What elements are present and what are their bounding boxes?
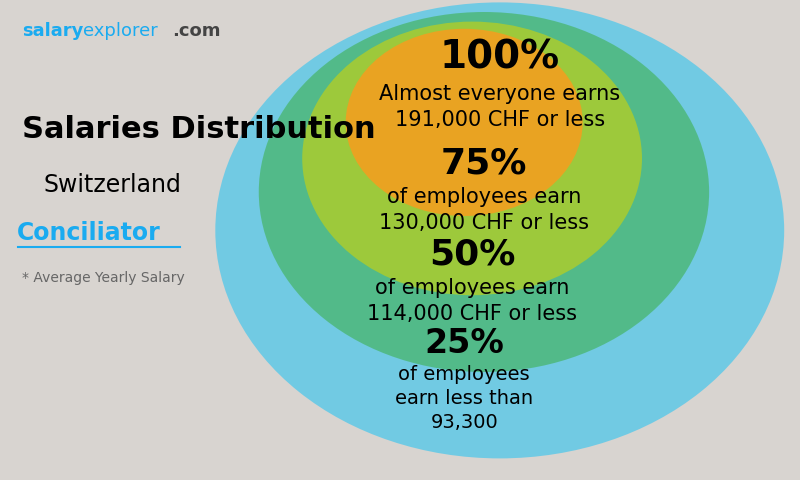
Text: Conciliator: Conciliator [17, 221, 161, 245]
Ellipse shape [215, 2, 784, 458]
Text: earn less than: earn less than [395, 389, 534, 408]
Ellipse shape [258, 12, 709, 372]
Text: Salaries Distribution: Salaries Distribution [22, 115, 375, 144]
Text: 100%: 100% [440, 38, 560, 77]
Text: of employees: of employees [398, 365, 530, 384]
Text: of employees earn: of employees earn [386, 187, 581, 207]
Ellipse shape [346, 29, 582, 216]
Text: Switzerland: Switzerland [44, 173, 182, 197]
Text: * Average Yearly Salary: * Average Yearly Salary [22, 271, 185, 286]
Text: 75%: 75% [441, 146, 527, 180]
Ellipse shape [302, 22, 642, 295]
Text: explorer: explorer [82, 22, 158, 40]
Text: salary: salary [22, 22, 83, 40]
Text: 114,000 CHF or less: 114,000 CHF or less [367, 304, 577, 324]
Text: 191,000 CHF or less: 191,000 CHF or less [394, 110, 605, 130]
Text: Almost everyone earns: Almost everyone earns [379, 84, 620, 104]
Text: 25%: 25% [424, 327, 504, 360]
Text: 130,000 CHF or less: 130,000 CHF or less [379, 213, 589, 233]
Text: .com: .com [172, 22, 220, 40]
Text: 50%: 50% [429, 238, 515, 271]
Text: of employees earn: of employees earn [375, 278, 570, 298]
Text: 93,300: 93,300 [430, 413, 498, 432]
